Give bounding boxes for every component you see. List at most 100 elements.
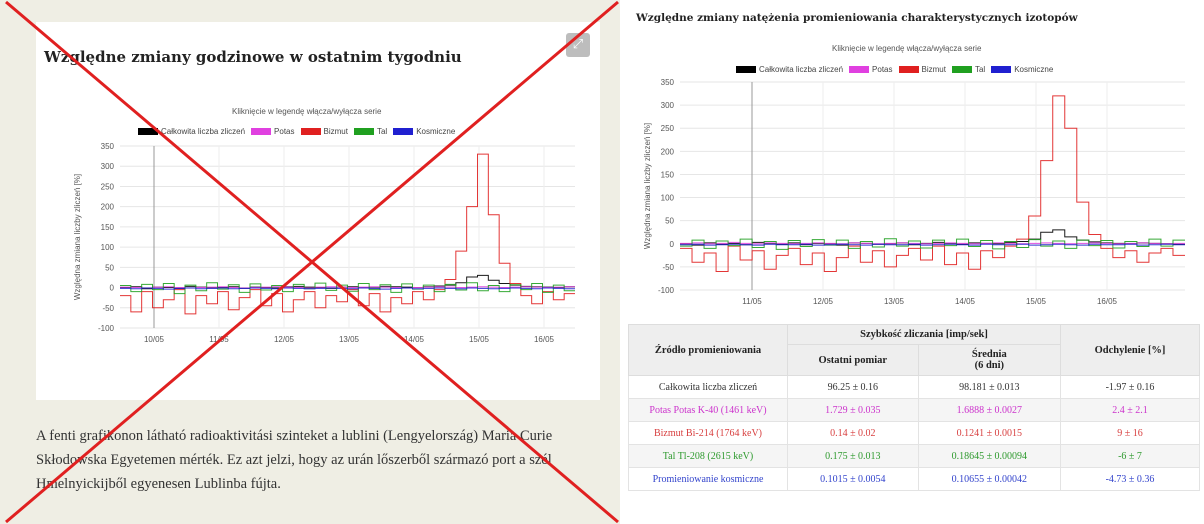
left-chart-subtitle: Kliknięcie w legendę włącza/wyłącza seri… bbox=[232, 107, 382, 116]
table-cell-dev: -1.97 ± 0.16 bbox=[1060, 375, 1200, 399]
left-x-tick: 16/05 bbox=[534, 335, 555, 344]
table-cell-source: Całkowita liczba zliczeń bbox=[628, 375, 788, 399]
right-y-tick: -100 bbox=[658, 286, 675, 295]
table-cell-avg: 0.18645 ± 0.00094 bbox=[917, 444, 1062, 468]
left-y-tick: 350 bbox=[101, 142, 115, 151]
header-last: Ostatni pomiar bbox=[787, 344, 919, 376]
right-chart-subtitle: Kliknięcie w legendę włącza/wyłącza seri… bbox=[832, 44, 982, 53]
table-cell-avg: 0.10655 ± 0.00042 bbox=[917, 467, 1062, 491]
table-cell-source: Promieniowanie kosmiczne bbox=[628, 467, 788, 491]
right-y-tick: 150 bbox=[661, 170, 675, 179]
legend-label: Potas bbox=[274, 127, 295, 136]
legend-swatch bbox=[849, 66, 870, 73]
right-y-tick: 50 bbox=[665, 217, 674, 226]
header-deviation: Odchylenie [%] bbox=[1060, 324, 1200, 376]
right-series-line bbox=[680, 95, 1185, 273]
right-legend-item[interactable]: Potas bbox=[849, 65, 893, 74]
legend-label: Całkowita liczba zliczeń bbox=[161, 127, 246, 136]
right-y-tick: 250 bbox=[661, 124, 675, 133]
left-y-tick: 50 bbox=[105, 263, 114, 272]
legend-label: Tal bbox=[376, 127, 388, 136]
expand-icon[interactable]: ⤢ bbox=[566, 33, 590, 57]
right-x-tick: 13/05 bbox=[884, 297, 905, 306]
right-y-axis-label: Względna zmiana liczby zliczeń [%] bbox=[643, 123, 652, 249]
left-x-tick: 12/05 bbox=[274, 335, 295, 344]
left-x-tick: 15/05 bbox=[469, 335, 490, 344]
left-y-axis-label: Względna zmiana liczby zliczeń [%] bbox=[73, 174, 82, 300]
left-legend-item[interactable]: Kosmiczne bbox=[393, 127, 455, 136]
table-cell-dev: 9 ± 16 bbox=[1060, 421, 1200, 445]
table-cell-last: 0.14 ± 0.02 bbox=[787, 421, 919, 445]
radiation-table: Źródło promieniowania Szybkość zliczania… bbox=[628, 324, 1200, 491]
right-x-tick: 14/05 bbox=[955, 297, 976, 306]
right-legend-item[interactable]: Całkowita liczba zliczeń bbox=[736, 65, 843, 74]
legend-swatch bbox=[951, 66, 972, 73]
left-legend-item[interactable]: Potas bbox=[251, 127, 295, 136]
right-legend-item[interactable]: Tal bbox=[951, 65, 986, 74]
legend-label: Potas bbox=[872, 65, 893, 74]
right-y-tick: 300 bbox=[661, 101, 675, 110]
legend-label: Tal bbox=[974, 65, 986, 74]
legend-label: Kosmiczne bbox=[1014, 65, 1054, 74]
header-source: Źródło promieniowania bbox=[628, 324, 788, 376]
table-cell-last: 96.25 ± 0.16 bbox=[787, 375, 919, 399]
left-y-tick: 100 bbox=[101, 243, 115, 252]
table-row: Całkowita liczba zliczeń 96.25 ± 0.16 98.1… bbox=[628, 375, 1200, 399]
left-series-line bbox=[120, 287, 575, 290]
legend-swatch bbox=[898, 66, 919, 73]
table-cell-last: 0.1015 ± 0.0054 bbox=[787, 467, 919, 491]
article-caption: A fenti grafikonon látható radioaktivitá… bbox=[36, 428, 553, 492]
legend-swatch bbox=[393, 128, 414, 135]
table-cell-dev: -4.73 ± 0.36 bbox=[1060, 467, 1200, 491]
table-row: Promieniowanie kosmiczne 0.1015 ± 0.0054 0… bbox=[628, 467, 1200, 491]
table-cell-source: Tal Tl-208 (2615 keV) bbox=[628, 444, 788, 468]
header-rate: Szybkość zliczania [imp/sek] bbox=[787, 324, 1061, 345]
table-row: Bizmut Bi-214 (1764 keV) 0.14 ± 0.02 0.124… bbox=[628, 421, 1200, 445]
table-cell-avg: 98.181 ± 0.013 bbox=[917, 375, 1062, 399]
left-y-tick: -100 bbox=[98, 324, 115, 333]
left-y-tick: 300 bbox=[101, 162, 115, 171]
legend-swatch bbox=[251, 128, 272, 135]
left-legend-item[interactable]: Bizmut bbox=[300, 127, 348, 136]
legend-swatch bbox=[736, 66, 756, 73]
legend-swatch bbox=[991, 66, 1012, 73]
left-legend-item[interactable]: Tal bbox=[353, 127, 388, 136]
right-chart: Względna zmiana liczby zliczeń [%] 350 300… bbox=[643, 78, 1185, 306]
right-legend-item[interactable]: Kosmiczne bbox=[991, 65, 1053, 74]
table-cell-avg: 1.6888 ± 0.0027 bbox=[917, 398, 1062, 422]
legend-label: Całkowita liczba zliczeń bbox=[759, 65, 844, 74]
right-y-tick: 200 bbox=[661, 147, 675, 156]
left-y-tick: 200 bbox=[101, 203, 115, 212]
legend-label: Bizmut bbox=[323, 127, 348, 136]
left-chart-legend: Całkowita liczba zliczeń Potas Bizmut Tal Ko… bbox=[138, 127, 455, 136]
legend-swatch bbox=[353, 128, 374, 135]
left-x-tick: 11/05 bbox=[209, 335, 229, 344]
right-chart-title: Względne zmiany natężenia promieniowania… bbox=[636, 12, 1078, 24]
left-x-tick: 14/05 bbox=[404, 335, 425, 344]
table-row: Tal Tl-208 (2615 keV) 0.175 ± 0.013 0.1864… bbox=[628, 444, 1200, 468]
left-chart-title: Względne zmiany godzinowe w ostatnim tyg… bbox=[44, 48, 462, 66]
right-x-tick: 16/05 bbox=[1097, 297, 1118, 306]
right-x-tick: 11/05 bbox=[742, 297, 762, 306]
table-cell-last: 1.729 ± 0.035 bbox=[787, 398, 919, 422]
left-legend-item[interactable]: Całkowita liczba zliczeń bbox=[138, 127, 245, 136]
legend-label: Bizmut bbox=[921, 65, 946, 74]
legend-swatch bbox=[300, 128, 321, 135]
left-y-tick: 250 bbox=[101, 182, 115, 191]
table-cell-dev: 2.4 ± 2.1 bbox=[1060, 398, 1200, 422]
header-average: Średnia (6 dni) bbox=[917, 344, 1062, 376]
left-x-tick: 13/05 bbox=[339, 335, 360, 344]
table-cell-source: Potas Potas K-40 (1461 keV) bbox=[628, 398, 788, 422]
table-cell-last: 0.175 ± 0.013 bbox=[787, 444, 919, 468]
table-cell-avg: 0.1241 ± 0.0015 bbox=[917, 421, 1062, 445]
right-y-tick: 100 bbox=[661, 194, 675, 203]
left-y-tick: 0 bbox=[110, 284, 115, 293]
left-y-tick: -50 bbox=[102, 304, 114, 313]
right-x-tick: 12/05 bbox=[813, 297, 834, 306]
legend-label: Kosmiczne bbox=[416, 127, 456, 136]
legend-swatch bbox=[138, 128, 158, 135]
right-legend-item[interactable]: Bizmut bbox=[898, 65, 946, 74]
left-x-tick: 10/05 bbox=[144, 335, 165, 344]
left-chart: Względna zmiana liczby zliczeń [%] 350 300… bbox=[73, 142, 575, 344]
right-chart-legend: Całkowita liczba zliczeń Potas Bizmut Tal Ko… bbox=[736, 65, 1053, 74]
